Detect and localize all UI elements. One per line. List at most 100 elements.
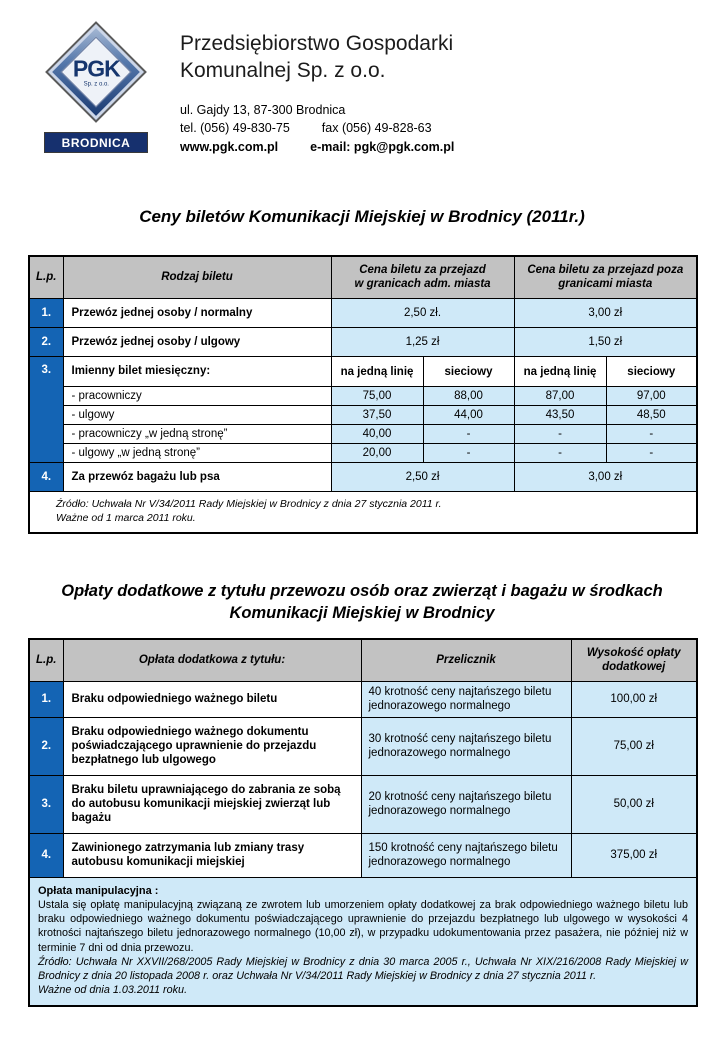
company-info: Przedsiębiorstwo Gospodarki Komunalnej S… — [180, 22, 454, 172]
price-inside: 2,50 zł. — [330, 297, 515, 329]
company-logo: PGK Sp. z o.o. BRODNICA — [38, 21, 154, 172]
fee-name: Braku biletu uprawniającego do zabrania … — [62, 774, 362, 834]
row-number: 3. — [28, 774, 64, 834]
logo-banner: BRODNICA — [44, 132, 148, 153]
fee-amount: 75,00 zł — [570, 716, 698, 776]
col-lp: L.p. — [28, 638, 64, 682]
ticket-row-4: 4. Za przewóz bagażu lub psa 2,50 zł 3,0… — [28, 461, 698, 493]
fee-multiplier: 20 krotność ceny najtańszego biletu jedn… — [360, 774, 572, 834]
row-number: 2. — [28, 716, 64, 776]
price-outside: 1,50 zł — [513, 327, 698, 358]
ticket-prices-title: Ceny biletów Komunikacji Miejskiej w Bro… — [139, 207, 585, 226]
fee-amount: 50,00 zł — [570, 774, 698, 834]
subitem-value: - — [422, 442, 515, 463]
company-web-email: www.pgk.com.pl e-mail: pgk@pgk.com.pl — [180, 138, 454, 157]
subitem-name: - pracowniczy „w jedną stronę” — [62, 423, 332, 444]
company-fax: fax (056) 49-828-63 — [321, 121, 432, 136]
letterhead: PGK Sp. z o.o. BRODNICA Przedsiębiorstwo… — [28, 21, 696, 172]
col-price-inside: Cena biletu za przejazd w granicach adm.… — [330, 255, 515, 299]
price-outside: 3,00 zł — [513, 297, 698, 329]
fee-name: Braku odpowiedniego ważnego dokumentu po… — [62, 716, 362, 776]
subcol-network: sieciowy — [605, 356, 698, 387]
price-inside: 2,50 zł — [330, 461, 515, 493]
fee-name: Braku odpowiedniego ważnego biletu — [62, 680, 362, 718]
subitem-value: 97,00 — [605, 385, 698, 406]
ticket-source-row: Źródło: Uchwała Nr V/34/2011 Rady Miejsk… — [28, 491, 698, 534]
company-email: e-mail: pgk@pgk.com.pl — [310, 140, 455, 155]
fee-row: 3. Braku biletu uprawniającego do zabran… — [28, 774, 698, 834]
ticket-source-note: Źródło: Uchwała Nr V/34/2011 Rady Miejsk… — [28, 491, 698, 534]
ticket-subrow: - ulgowy 37,50 44,00 43,50 48,50 — [29, 404, 698, 425]
company-phone-fax: tel. (056) 49-830-75 fax (056) 49-828-63 — [180, 119, 454, 138]
fees-note-row: Opłata manipulacyjna : Ustala się opłatę… — [28, 876, 698, 1007]
logo-subtext: Sp. z o.o. — [83, 81, 109, 87]
extra-fees-title: Opłaty dodatkowe z tytułu przewozu osób … — [61, 581, 663, 622]
logo-diamond-inner: PGK Sp. z o.o. — [60, 36, 132, 108]
subitem-name: - pracowniczy — [62, 385, 332, 406]
subitem-value: 48,50 — [605, 404, 698, 425]
fee-multiplier: 30 krotność ceny najtańszego biletu jedn… — [360, 716, 572, 776]
ticket-prices-table: L.p. Rodzaj biletu Cena biletu za przeja… — [28, 254, 699, 534]
subitem-value: 43,50 — [513, 404, 607, 425]
subitem-value: 40,00 — [330, 423, 424, 444]
subcol-line: na jedną linię — [513, 356, 607, 387]
row-number: 4. — [28, 832, 64, 878]
col-multiplier: Przelicznik — [360, 638, 572, 682]
fees-header-row: L.p. Opłata dodatkowa z tytułu: Przelicz… — [28, 638, 698, 682]
subitem-value: 75,00 — [330, 385, 424, 406]
subitem-value: 88,00 — [422, 385, 515, 406]
subitem-name: - ulgowy „w jedną stronę” — [62, 442, 332, 463]
subitem-value: 20,00 — [330, 442, 424, 463]
fee-amount: 375,00 zł — [570, 832, 698, 878]
fee-name: Zawinionego zatrzymania lub zmiany trasy… — [62, 832, 362, 878]
row-number: 3. — [28, 356, 64, 463]
subcol-line: na jedną linię — [330, 356, 424, 387]
subitem-value: - — [513, 423, 607, 444]
logo-diamond-icon: PGK Sp. z o.o. — [45, 21, 147, 123]
ticket-subrow: - ulgowy „w jedną stronę” 20,00 - - - — [29, 442, 698, 463]
row-number: 1. — [28, 297, 64, 329]
ticket-header-row: L.p. Rodzaj biletu Cena biletu za przeja… — [28, 255, 698, 299]
company-phone: tel. (056) 49-830-75 — [180, 121, 290, 136]
note-heading: Opłata manipulacyjna : — [38, 884, 159, 897]
row-number: 1. — [28, 680, 64, 718]
fee-multiplier: 40 krotność ceny najtańszego biletu jedn… — [360, 680, 572, 718]
price-inside: 1,25 zł — [330, 327, 515, 358]
ticket-row-3-header: 3. Imienny bilet miesięczny: na jedną li… — [28, 356, 698, 463]
fee-multiplier: 150 krotność ceny najtańszego biletu jed… — [360, 832, 572, 878]
col-price-outside: Cena biletu za przejazd poza granicami m… — [513, 255, 698, 299]
fee-amount: 100,00 zł — [570, 680, 698, 718]
ticket-name: Przewóz jednej osoby / normalny — [62, 297, 332, 329]
note-body: Ustala się opłatę manipulacyjną związaną… — [38, 898, 688, 954]
row-number: 4. — [28, 461, 64, 493]
col-bilet-type: Rodzaj biletu — [62, 255, 332, 299]
subitem-value: - — [605, 442, 698, 463]
logo-text: PGK — [72, 55, 120, 81]
ticket-name: Za przewóz bagażu lub psa — [62, 461, 332, 493]
row-number: 2. — [28, 327, 64, 358]
price-outside: 3,00 zł — [513, 461, 698, 493]
subitem-value: - — [513, 442, 607, 463]
subitem-value: - — [605, 423, 698, 444]
ticket-subrow: - pracowniczy 75,00 88,00 87,00 97,00 — [29, 385, 698, 406]
note-valid-date: Ważne od dnia 1.03.2011 roku. — [38, 984, 188, 997]
ticket-row-1: 1. Przewóz jednej osoby / normalny 2,50 … — [28, 297, 698, 329]
extra-fees-table: L.p. Opłata dodatkowa z tytułu: Przelicz… — [28, 638, 698, 1007]
subitem-value: 87,00 — [513, 385, 607, 406]
ticket-name: Przewóz jednej osoby / ulgowy — [62, 327, 332, 358]
subitem-name: - ulgowy — [62, 404, 332, 425]
fee-row: 1. Braku odpowiedniego ważnego biletu 40… — [28, 680, 698, 718]
note-source: Źródło: Uchwała Nr XXVII/268/2005 Rady M… — [38, 955, 688, 983]
ticket-subrow: - pracowniczy „w jedną stronę” 40,00 - -… — [29, 423, 698, 444]
company-name: Przedsiębiorstwo Gospodarki Komunalnej S… — [180, 32, 454, 83]
fee-row: 4. Zawinionego zatrzymania lub zmiany tr… — [28, 832, 698, 878]
subitem-value: 44,00 — [422, 404, 515, 425]
ticket-name: Imienny bilet miesięczny: — [62, 356, 332, 387]
col-fee: Opłata dodatkowa z tytułu: — [62, 638, 362, 682]
company-website: www.pgk.com.pl — [180, 140, 279, 155]
subcol-network: sieciowy — [422, 356, 515, 387]
subitem-value: 37,50 — [330, 404, 424, 425]
subitem-value: - — [422, 423, 515, 444]
fees-note: Opłata manipulacyjna : Ustala się opłatę… — [28, 876, 698, 1007]
